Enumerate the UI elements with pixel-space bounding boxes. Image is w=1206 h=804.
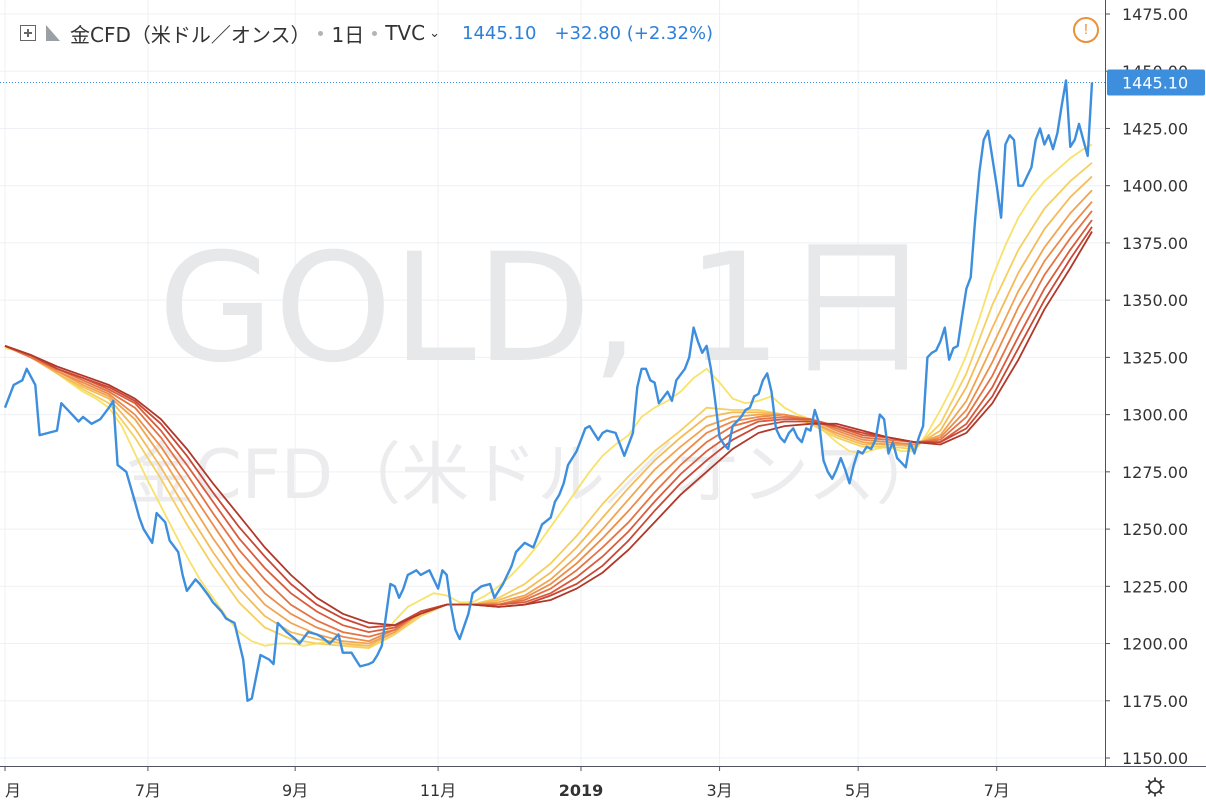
time-axis-bg xyxy=(0,766,1206,804)
price-axis-label: 1375.00 xyxy=(1122,234,1188,253)
price-axis-label: 1175.00 xyxy=(1122,692,1188,711)
time-axis-label: 7月 xyxy=(984,781,1010,800)
symbol-title[interactable]: 金CFD（米ドル／オンス） xyxy=(70,22,311,47)
interval-label[interactable]: 1日 xyxy=(331,22,365,47)
flag-icon[interactable] xyxy=(46,25,60,41)
price-axis-label: 1225.00 xyxy=(1122,577,1188,596)
moving-average-line xyxy=(4,201,1093,643)
exclamation-circle-icon[interactable]: ! xyxy=(1073,17,1099,43)
price-axis-label: 1200.00 xyxy=(1122,635,1188,654)
gear-icon[interactable] xyxy=(1145,777,1165,797)
price-axis-bg xyxy=(1105,0,1206,804)
time-axis-label: 月 xyxy=(5,781,21,800)
time-axis-label: 7月 xyxy=(135,781,161,800)
moving-average-line xyxy=(4,175,1093,647)
time-axis-label: 11月 xyxy=(420,781,456,800)
chart-header: 金CFD（米ドル／オンス） 1日 TVC ⌄ 1445.10 +32.80 (+… xyxy=(20,18,713,48)
price-line xyxy=(3,79,1094,702)
separator-dot xyxy=(372,30,378,36)
plus-square-icon[interactable] xyxy=(20,25,36,41)
source-label[interactable]: TVC xyxy=(385,21,426,45)
time-axis-label: 9月 xyxy=(282,781,308,800)
price-axis-label: 1425.00 xyxy=(1122,119,1188,138)
moving-average-line xyxy=(4,231,1093,627)
time-axis-label: 2019 xyxy=(559,781,604,800)
price-change: +32.80 (+2.32%) xyxy=(554,22,714,44)
price-axis-label: 1250.00 xyxy=(1122,520,1188,539)
watermark-subtitle: 金CFD（米ドル／オンス） xyxy=(126,436,944,515)
price-axis-label: 1275.00 xyxy=(1122,463,1188,482)
watermark-title: GOLD, 1日 xyxy=(158,222,932,396)
price-axis-label: 1475.00 xyxy=(1122,5,1188,24)
price-axis-label: 1350.00 xyxy=(1122,291,1188,310)
last-price-badge xyxy=(1107,69,1205,96)
price-axis-label: 1300.00 xyxy=(1122,406,1188,425)
time-axis-label: 3月 xyxy=(706,781,732,800)
time-axis-label: 5月 xyxy=(845,781,871,800)
price-axis-label: 1400.00 xyxy=(1122,177,1188,196)
chevron-down-icon[interactable]: ⌄ xyxy=(429,25,440,41)
price-axis-label: 1325.00 xyxy=(1122,348,1188,367)
separator-dot xyxy=(318,30,324,36)
last-price-badge-label: 1445.10 xyxy=(1122,73,1188,92)
moving-average-line xyxy=(4,143,1093,650)
price-axis-label: 1150.00 xyxy=(1122,749,1188,768)
last-price: 1445.10 xyxy=(462,22,537,44)
